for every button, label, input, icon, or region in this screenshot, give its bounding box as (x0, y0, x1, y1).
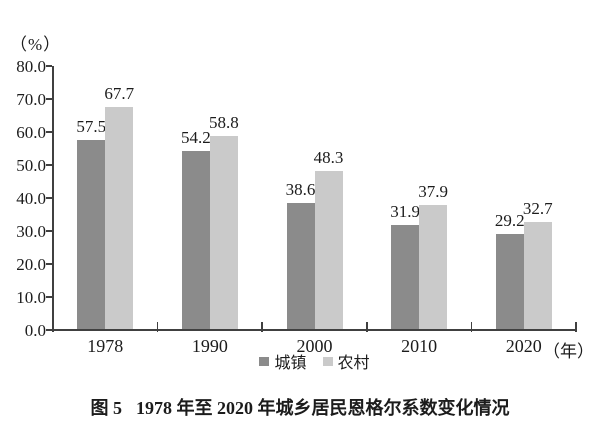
x-tick-mark (575, 322, 577, 332)
y-tick-mark (45, 296, 52, 298)
x-tick-mark (156, 322, 159, 332)
x-tick-label-1978: 1978 (87, 336, 124, 356)
bar-rural-1978 (105, 106, 134, 329)
y-tick-mark (45, 263, 52, 265)
legend-label-urban: 城镇 (274, 355, 307, 372)
x-tick-label-2010: 2010 (401, 336, 438, 356)
y-axis-line (51, 66, 54, 332)
bar-rural-2010 (419, 204, 448, 329)
figure-caption: 图 5 1978 年至 2020 年城乡居民恩格尔系数变化情况 (0, 394, 600, 420)
x-axis-line (51, 329, 577, 331)
legend-swatch-rural (322, 356, 333, 366)
y-tick-label: 80.0 (16, 56, 46, 76)
bar-value-label: 58.8 (209, 112, 239, 132)
bar-urban-2010 (391, 224, 420, 329)
x-tick-mark (470, 322, 473, 332)
bar-urban-1990 (181, 151, 210, 329)
y-tick-label: 10.0 (16, 287, 46, 307)
y-tick-mark (45, 197, 52, 199)
x-tick-mark (261, 322, 263, 332)
y-tick-mark (45, 164, 52, 166)
bar-value-label: 57.5 (76, 117, 107, 137)
bar-value-label: 29.2 (494, 210, 525, 230)
y-tick-label: 20.0 (16, 254, 46, 274)
bar-value-label: 31.9 (390, 201, 420, 221)
bar-value-label: 32.7 (522, 199, 553, 219)
x-tick-label-1990: 1990 (191, 336, 228, 356)
figure-number: 图 5 (90, 398, 123, 418)
bar-rural-1990 (209, 135, 238, 329)
legend-label-rural: 农村 (337, 355, 370, 372)
y-tick-mark (45, 329, 52, 331)
bar-rural-2020 (523, 222, 552, 329)
y-tick-label: 30.0 (16, 221, 46, 241)
y-tick-label: 70.0 (16, 89, 46, 109)
x-tick-mark (366, 322, 368, 332)
bar-urban-2000 (286, 202, 315, 329)
y-tick-mark (45, 65, 52, 67)
x-tick-label-2020: 2020 (505, 336, 542, 356)
y-tick-label: 40.0 (16, 188, 46, 208)
bar-urban-1978 (77, 140, 106, 329)
y-tick-label: 50.0 (16, 155, 46, 175)
y-tick-label: 60.0 (16, 122, 46, 142)
bar-value-label: 67.7 (104, 83, 135, 103)
legend-item-rural: 农村 (322, 349, 370, 373)
bar-urban-2020 (495, 233, 524, 329)
y-tick-mark (45, 131, 52, 133)
bar-rural-2000 (314, 170, 343, 329)
legend-item-urban: 城镇 (259, 349, 307, 373)
x-axis-unit-label: （年） (543, 342, 594, 361)
bar-value-label: 37.9 (418, 181, 448, 201)
bar-value-label: 48.3 (313, 147, 344, 167)
bar-value-label: 54.2 (181, 128, 211, 148)
x-tick-label-2000: 2000 (296, 336, 333, 356)
legend-swatch-urban (259, 356, 270, 366)
y-tick-mark (45, 230, 52, 232)
y-tick-mark (45, 98, 52, 100)
bar-value-label: 38.6 (285, 179, 316, 199)
y-axis-unit-label: （%） (10, 35, 62, 54)
y-tick-label: 0.0 (24, 320, 46, 340)
chart-legend: 城镇 农村 (53, 349, 576, 373)
figure-title: 1978 年至 2020 年城乡居民恩格尔系数变化情况 (136, 398, 510, 418)
